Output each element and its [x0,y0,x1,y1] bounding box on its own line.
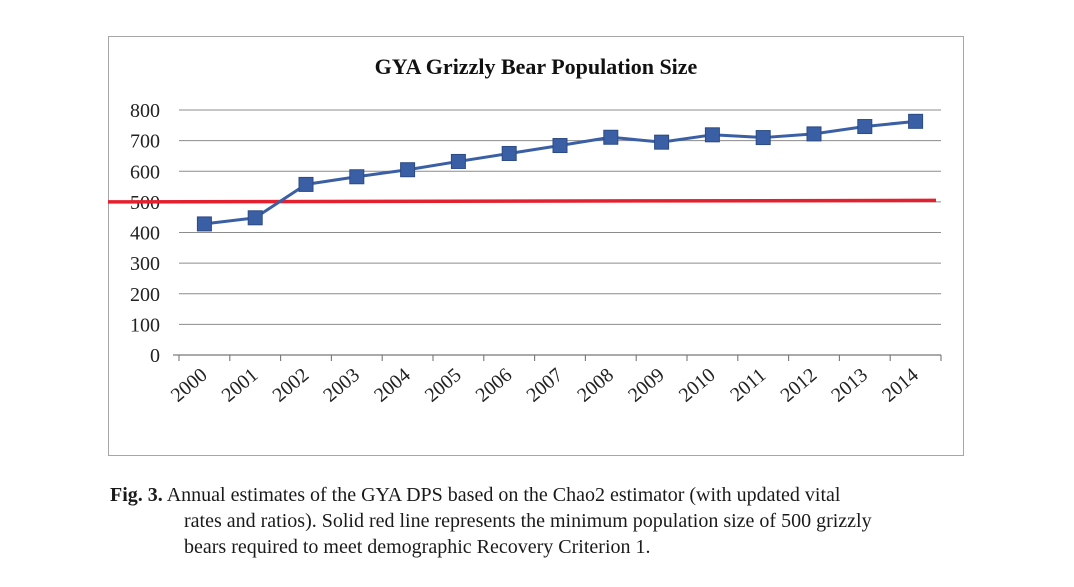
caption-label: Fig. 3. [110,484,163,506]
y-tick-label-700: 700 [130,131,160,153]
chart-title: GYA Grizzly Bear Population Size [375,54,698,79]
x-tick-label-2005: 2005 [421,364,466,407]
caption-line-3: bears required to meet demographic Recov… [184,536,651,558]
data-point-2013 [857,119,873,135]
x-tick-label-2003: 2003 [319,364,364,407]
reference-line-500 [107,198,937,204]
y-tick-label-300: 300 [130,253,160,275]
data-point-2008 [603,129,619,145]
y-tick-label-100: 100 [130,314,160,336]
data-point-2004 [400,162,416,178]
data-point-2000 [196,216,212,232]
line-chart: GYA Grizzly Bear Population Size 0 100 200… [107,54,942,407]
y-tick-label-200: 200 [130,284,160,306]
x-tick-label-2001: 2001 [218,364,263,407]
x-tick-label-2002: 2002 [268,364,313,407]
caption-line-2: rates and ratios). Solid red line repres… [184,510,872,532]
y-tick-label-600: 600 [130,161,160,183]
y-tick-label-400: 400 [130,223,160,245]
data-point-2007 [552,138,568,154]
x-tick-label-2007: 2007 [522,364,567,407]
reference-line-group [107,198,937,204]
x-tick-label-2006: 2006 [472,364,517,407]
data-point-2005 [450,153,466,169]
x-tick-label-2010: 2010 [675,364,720,407]
chart-frame [108,36,964,456]
axes [173,354,942,361]
data-point-2012 [806,126,822,142]
data-point-2010 [704,127,720,143]
data-point-2003 [349,169,365,185]
x-tick-labels: 2000 2001 2002 2003 2004 2005 2006 2007 2008 2009… [167,364,923,407]
x-tick-label-2012: 2012 [776,364,821,407]
data-point-2009 [654,134,670,150]
data-point-2006 [501,145,517,161]
y-tick-label-800: 800 [130,100,160,122]
y-tick-label-0: 0 [150,345,160,367]
x-tick-label-2008: 2008 [573,364,618,407]
x-tick-label-2009: 2009 [624,364,669,407]
caption-line-1: Annual estimates of the GYA DPS based on… [166,484,841,506]
x-tick-label-2004: 2004 [370,364,415,407]
data-point-2011 [755,130,771,146]
figure-caption: Fig. 3. Annual estimates of the GYA DPS … [110,482,1050,560]
data-point-2002 [298,176,314,192]
x-tick-label-2000: 2000 [167,364,212,407]
x-tick-label-2011: 2011 [726,364,770,406]
data-point-2001 [247,210,263,226]
data-point-2014 [908,113,924,129]
x-tick-label-2014: 2014 [878,364,923,407]
y-tick-labels: 0100200300400500600700800 [130,100,160,367]
series-group [196,113,924,232]
x-tick-label-2013: 2013 [827,364,872,407]
